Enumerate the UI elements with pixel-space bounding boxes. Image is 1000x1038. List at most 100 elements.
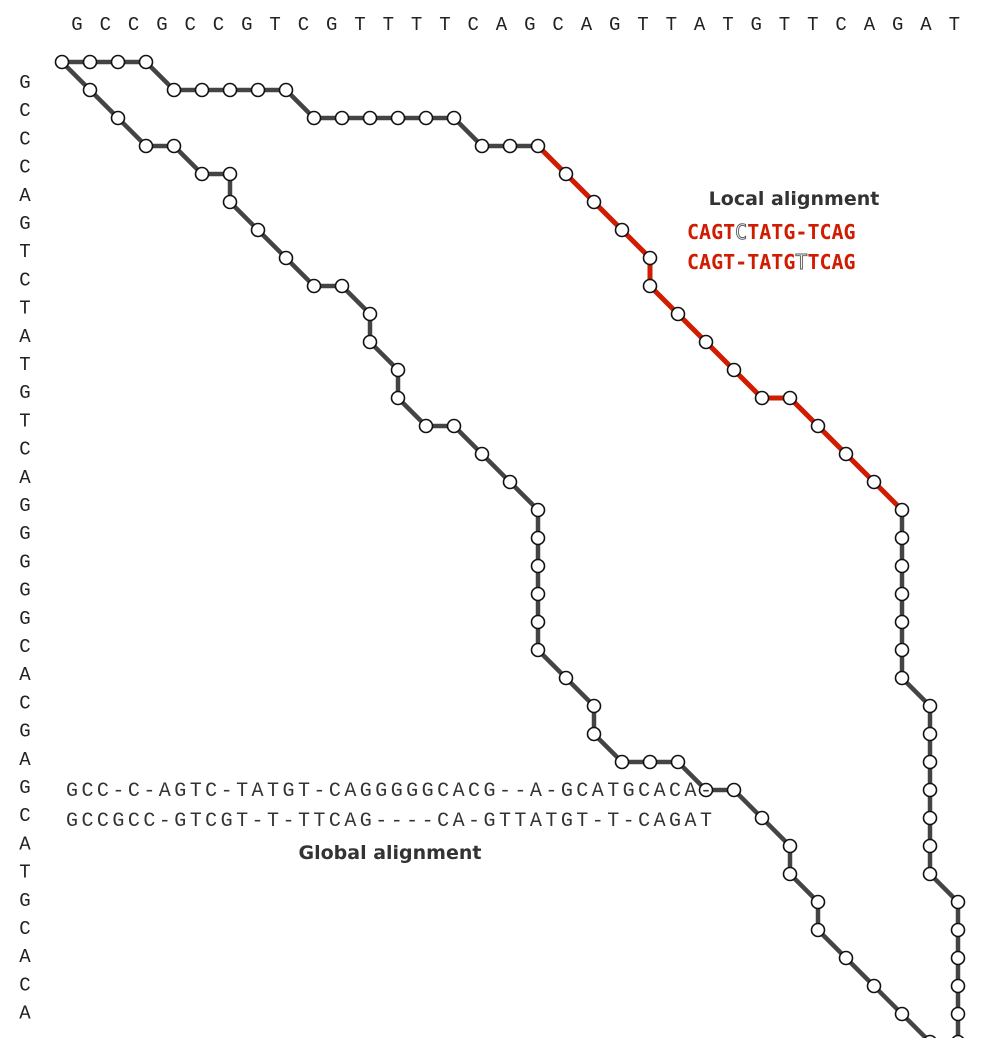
top-sequence-letter: T	[722, 14, 733, 36]
path-node	[586, 194, 602, 210]
top-sequence-letter: T	[383, 14, 394, 36]
left-sequence-letter: A	[19, 946, 31, 968]
left-sequence-letter: C	[19, 269, 30, 291]
path-node	[614, 222, 630, 238]
path-node	[782, 390, 798, 406]
top-sequence-letter: G	[326, 14, 337, 36]
left-sequence-letter: C	[19, 636, 30, 658]
left-sequence-letter: T	[19, 241, 30, 263]
local-alignment-segment: TATG	[747, 220, 795, 244]
top-sequence-letter: C	[467, 14, 478, 36]
path-node	[390, 110, 406, 126]
left-sequence-letter: A	[19, 664, 31, 686]
top-sequence-letter: A	[581, 14, 593, 36]
left-sequence-letter: A	[19, 749, 31, 771]
top-sequence-letter: C	[835, 14, 846, 36]
path-node	[390, 390, 406, 406]
path-node	[250, 82, 266, 98]
path-node	[54, 54, 70, 70]
path-node	[530, 614, 546, 630]
top-sequence-letter: G	[609, 14, 620, 36]
path-node	[502, 474, 518, 490]
path-node	[782, 838, 798, 854]
path-node	[278, 82, 294, 98]
path-node	[922, 698, 938, 714]
left-sequence-letter: T	[19, 410, 30, 432]
left-sequence-letter: G	[19, 721, 30, 743]
left-sequence-letter: T	[19, 298, 30, 320]
path-node	[530, 642, 546, 658]
path-node	[670, 754, 686, 770]
top-sequence-letter: C	[100, 14, 111, 36]
top-sequence-letter: G	[241, 14, 252, 36]
local-alignment-segment: CAGT	[687, 250, 735, 274]
left-sequence-letter: A	[19, 1003, 31, 1025]
path-node	[754, 390, 770, 406]
path-node	[894, 502, 910, 518]
top-sequence-letter: G	[156, 14, 167, 36]
top-sequence-letter: C	[298, 14, 309, 36]
path-node	[894, 530, 910, 546]
local-alignment-row2: CAGT-TATGTTCAG	[687, 250, 856, 274]
path-node	[334, 278, 350, 294]
path-node	[222, 82, 238, 98]
path-node	[894, 586, 910, 602]
path-node	[670, 306, 686, 322]
path-node	[446, 110, 462, 126]
path-node	[951, 1034, 965, 1038]
path-node	[250, 222, 266, 238]
path-node	[838, 950, 854, 966]
path-node	[923, 1034, 937, 1038]
left-sequence-letter: A	[19, 326, 31, 348]
path-node	[558, 166, 574, 182]
local-alignment-segment: -	[795, 220, 807, 244]
path-node	[474, 446, 490, 462]
path-node	[530, 502, 546, 518]
path-node	[922, 838, 938, 854]
global-alignment-row1: GCC-C-AGTC-TATGT-CAGGGGGCACG--A-GCATGCAC…	[66, 780, 712, 803]
path-node	[922, 810, 938, 826]
left-sequence-letter: A	[19, 467, 31, 489]
path-node	[838, 446, 854, 462]
left-sequence-letter: G	[19, 580, 30, 602]
path-node	[362, 306, 378, 322]
top-sequence-letter: G	[71, 14, 82, 36]
local-alignment-segment: TATG	[747, 250, 795, 274]
path-node	[950, 950, 966, 966]
local-alignment-segment: C	[735, 220, 747, 244]
left-sequence-letter: A	[19, 833, 31, 855]
left-sequence-letter: G	[19, 777, 30, 799]
path-node	[642, 250, 658, 266]
path-node	[502, 138, 518, 154]
path-node	[642, 754, 658, 770]
path-node	[698, 334, 714, 350]
path-node	[222, 166, 238, 182]
top-sequence-letter: C	[128, 14, 139, 36]
top-sequence-letter: A	[496, 14, 508, 36]
left-sequence-letter: A	[19, 185, 31, 207]
path-node	[334, 110, 350, 126]
local-alignment-segment: -	[735, 250, 747, 274]
path-node	[586, 726, 602, 742]
path-node	[922, 726, 938, 742]
top-sequence-letter: G	[524, 14, 535, 36]
path-node	[446, 418, 462, 434]
path-node	[894, 670, 910, 686]
left-sequence-letter: G	[19, 523, 30, 545]
local-alignment-title: Local alignment	[709, 188, 880, 210]
path-node	[866, 474, 882, 490]
path-node	[782, 866, 798, 882]
top-sequence-letter: G	[892, 14, 903, 36]
top-sequence-letter: T	[807, 14, 818, 36]
local-alignment-row1: CAGTCTATG-TCAG	[687, 220, 856, 244]
path-node	[586, 698, 602, 714]
top-sequence-letter: T	[354, 14, 365, 36]
left-sequence-letter: G	[19, 495, 30, 517]
left-sequence-letter: G	[19, 551, 30, 573]
local-alignment-segment: T	[795, 250, 807, 274]
path-node	[950, 1006, 966, 1022]
left-sequence-letter: G	[19, 890, 30, 912]
top-sequence-letter: T	[779, 14, 790, 36]
path-node	[110, 54, 126, 70]
